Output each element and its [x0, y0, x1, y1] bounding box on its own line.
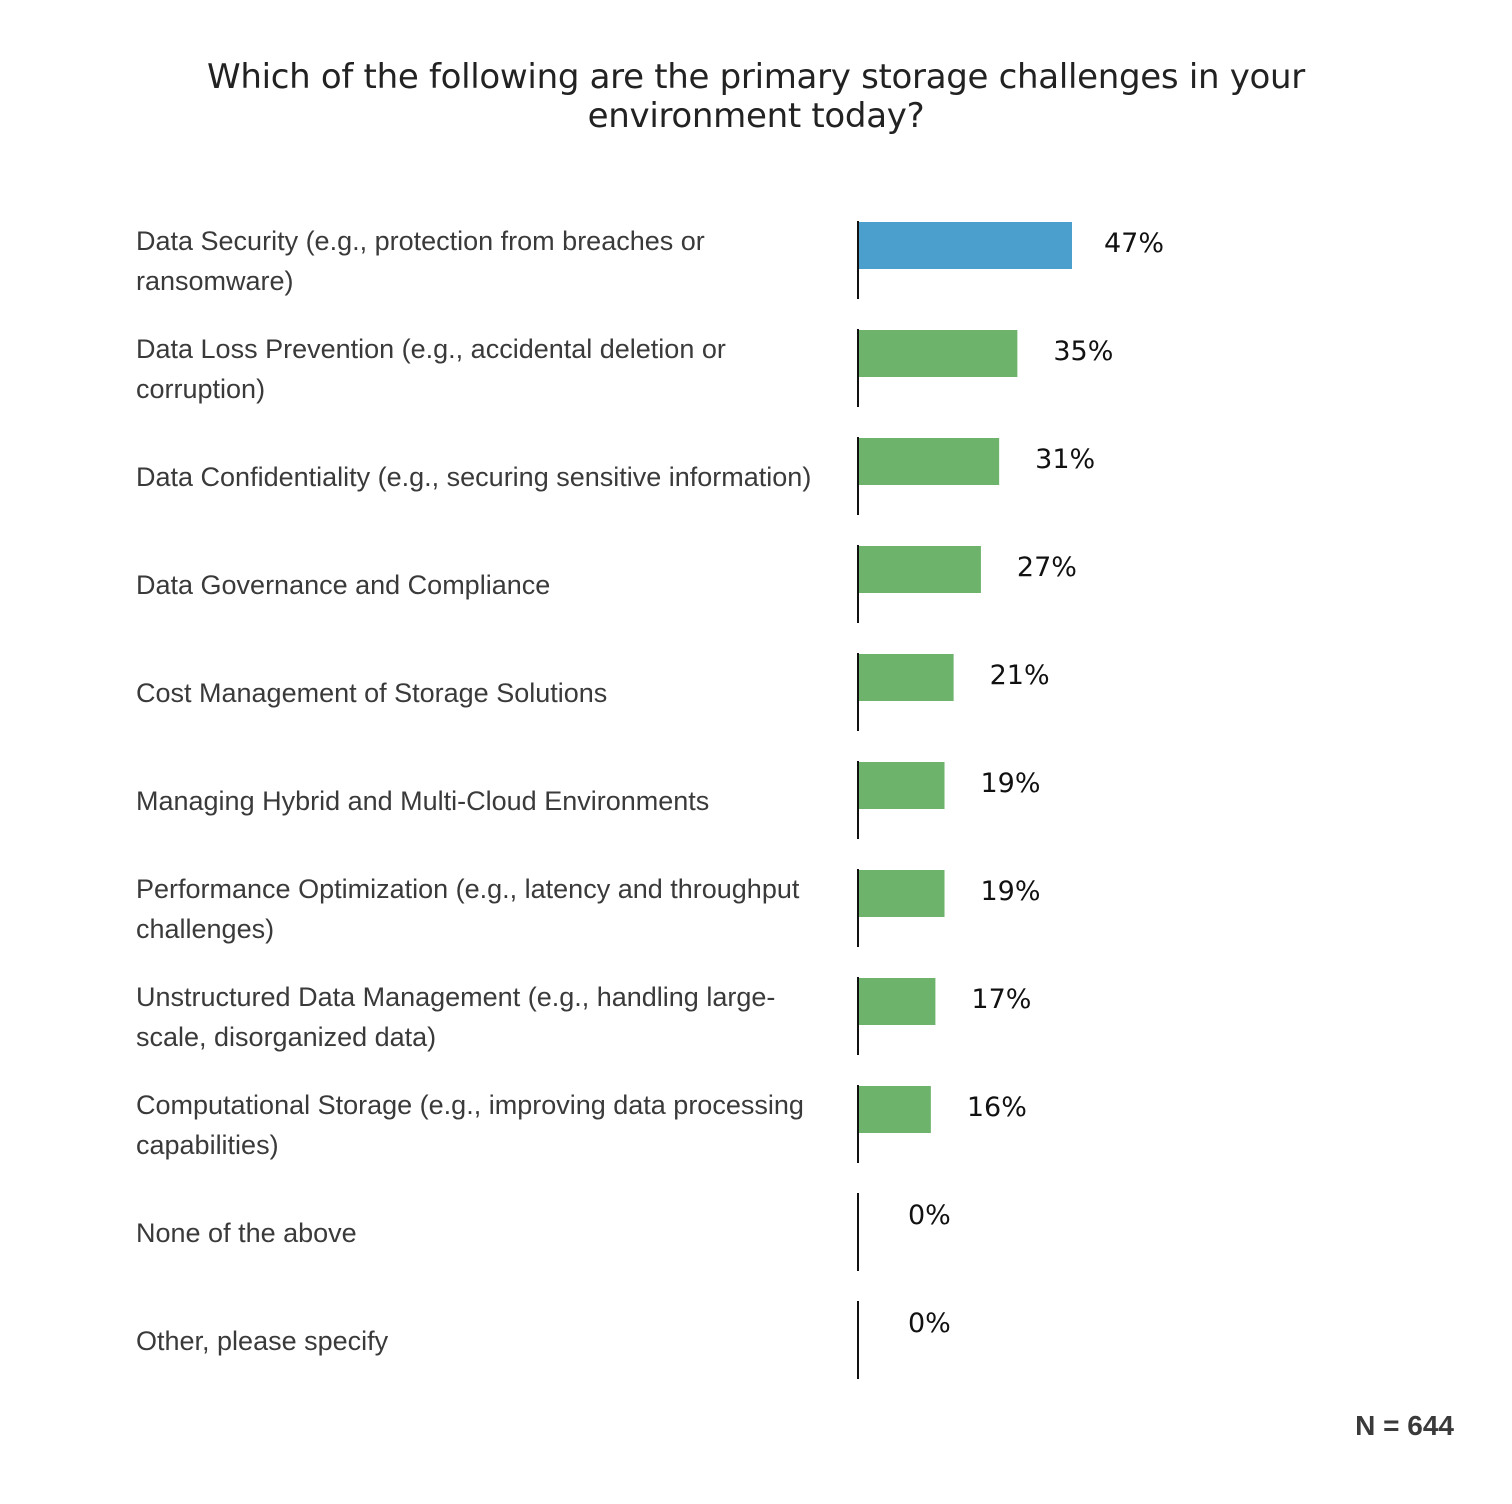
value-label: 27%: [1017, 552, 1077, 583]
category-label: Data Loss Prevention (e.g., accidental d…: [136, 334, 726, 404]
value-label: 0%: [908, 1200, 951, 1231]
value-label: 19%: [981, 876, 1041, 907]
value-label: 35%: [1053, 336, 1113, 367]
value-label: 16%: [967, 1092, 1027, 1123]
category-label: Performance Optimization (e.g., latency …: [136, 874, 800, 944]
value-label: 47%: [1104, 228, 1164, 259]
chart-title: Which of the following are the primary s…: [207, 57, 1305, 136]
bar: [858, 330, 1018, 377]
bar: [858, 1086, 931, 1133]
value-label: 0%: [908, 1308, 951, 1339]
category-label: Data Governance and Compliance: [136, 570, 551, 600]
category-label: Cost Management of Storage Solutions: [136, 678, 608, 708]
category-label: Data Security (e.g., protection from bre…: [136, 226, 705, 296]
bar: [858, 870, 945, 917]
category-label: Unstructured Data Management (e.g., hand…: [136, 982, 776, 1052]
value-label: 21%: [990, 660, 1050, 691]
bar: [858, 654, 954, 701]
bar: [858, 978, 936, 1025]
bar: [858, 546, 981, 593]
bar: [858, 762, 945, 809]
bar: [858, 438, 1000, 485]
category-label: Managing Hybrid and Multi-Cloud Environm…: [136, 786, 710, 816]
category-label: None of the above: [136, 1218, 357, 1248]
value-label: 31%: [1035, 444, 1095, 475]
category-label: Computational Storage (e.g., improving d…: [136, 1090, 804, 1160]
value-label: 17%: [971, 984, 1031, 1015]
value-label: 19%: [981, 768, 1041, 799]
bar: [858, 222, 1072, 269]
category-label: Other, please specify: [136, 1326, 389, 1356]
category-label: Data Confidentiality (e.g., securing sen…: [136, 462, 812, 492]
sample-size-note: N = 644: [1355, 1410, 1454, 1441]
